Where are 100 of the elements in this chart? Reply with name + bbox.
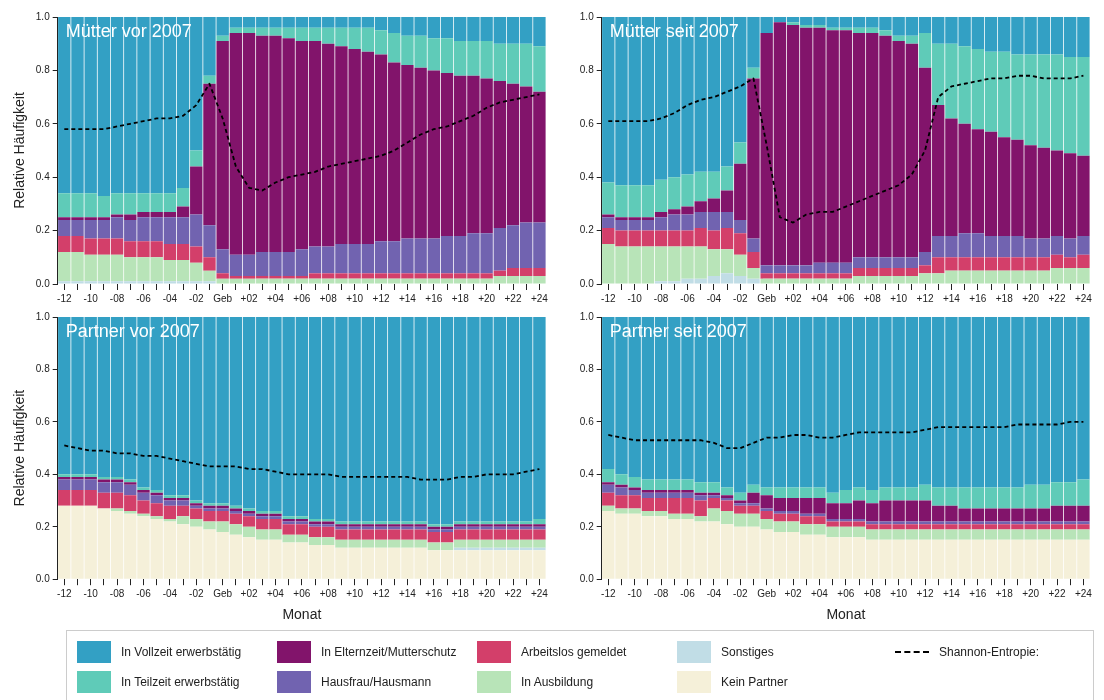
legend-label: In Elternzeit/Mutterschutz <box>321 645 457 659</box>
x-tick-label: +22 <box>1048 292 1066 304</box>
y-axis-title: Relative Häufigkeit <box>11 389 28 507</box>
y-tick-label: 0.8 <box>35 363 51 375</box>
y-tick-label: 1.0 <box>579 10 595 22</box>
x-tick-label: +06 <box>293 292 311 304</box>
x-tick-label: -10 <box>627 292 643 304</box>
x-tick-label: +12 <box>916 292 934 304</box>
bar <box>110 508 124 512</box>
x-tick-label: +02 <box>240 292 258 304</box>
x-axis-title: Monat <box>282 606 322 623</box>
legend-label: Kein Partner <box>721 675 788 689</box>
x-tick-label: -04 <box>706 587 722 599</box>
x-tick-label: -06 <box>680 587 696 599</box>
x-tick-label: -06 <box>136 292 152 304</box>
x-tick-label: -08 <box>653 292 669 304</box>
bar <box>760 508 773 512</box>
x-tick-label: -12 <box>601 292 616 304</box>
x-tick-label: -06 <box>680 292 696 304</box>
bar <box>786 22 800 26</box>
x-tick-label: -12 <box>57 587 72 599</box>
x-tick-label: +08 <box>319 292 338 304</box>
x-tick-label: +10 <box>346 292 364 304</box>
y-tick-label: 0.6 <box>579 415 595 427</box>
y-tick-label: 0.0 <box>579 572 595 584</box>
x-tick-label: +04 <box>266 292 285 304</box>
legend-label: In Ausbildung <box>521 675 594 689</box>
y-tick-label: 0.0 <box>35 277 51 289</box>
x-tick-label: +10 <box>890 292 908 304</box>
x-tick-label: +14 <box>398 587 417 599</box>
bar <box>124 511 137 514</box>
x-tick-label: +12 <box>916 587 934 599</box>
x-tick-label: +02 <box>240 587 258 599</box>
x-tick-label: +20 <box>478 587 496 599</box>
line-series <box>63 82 541 192</box>
x-tick-label: +10 <box>346 587 364 599</box>
x-tick-label: -10 <box>83 292 99 304</box>
bar <box>747 67 760 79</box>
x-tick-label: +04 <box>810 587 829 599</box>
x-tick-label: +14 <box>942 292 961 304</box>
bar <box>628 487 641 491</box>
y-tick-label: 0.4 <box>579 468 595 480</box>
y-tick-label: 0.8 <box>579 363 595 375</box>
y-tick-label: 0.2 <box>35 520 51 532</box>
bar <box>747 238 760 252</box>
x-tick-label: +18 <box>995 587 1014 599</box>
x-tick-label: +04 <box>810 292 829 304</box>
legend-label: Shannon-Entropie: <box>939 645 1040 659</box>
x-tick-label: +12 <box>372 292 390 304</box>
x-tick-label: -04 <box>706 292 722 304</box>
x-tick-label: +16 <box>969 587 987 599</box>
x-tick-label: +08 <box>863 587 882 599</box>
y-tick-label: 1.0 <box>35 10 51 22</box>
legend-label: Sonstiges <box>721 645 774 659</box>
legend-label: Hausfrau/Hausmann <box>321 675 432 689</box>
x-tick-label: -08 <box>109 292 125 304</box>
x-tick-label: -10 <box>83 587 99 599</box>
legend-label: In Vollzeit erwerbstätig <box>121 645 242 659</box>
line-series <box>63 444 541 481</box>
x-tick-label: +02 <box>784 292 802 304</box>
x-tick-label: +20 <box>478 292 496 304</box>
x-tick-label: +22 <box>504 587 522 599</box>
y-tick-label: 0.2 <box>579 224 595 236</box>
bar <box>734 142 747 164</box>
x-tick-label: -02 <box>189 292 204 304</box>
x-axis-title: Monat <box>826 606 866 623</box>
bar <box>150 516 163 519</box>
x-tick-label: +18 <box>451 587 470 599</box>
x-tick-label: -12 <box>601 587 616 599</box>
x-tick-label: +24 <box>530 292 549 304</box>
line-series <box>607 74 1085 224</box>
x-tick-label: Geb <box>213 292 233 304</box>
x-tick-label: +20 <box>1022 292 1040 304</box>
x-tick-label: -04 <box>162 292 178 304</box>
y-axis-title: Relative Häufigkeit <box>11 92 28 209</box>
x-tick-label: +18 <box>995 292 1014 304</box>
x-tick-label: +16 <box>425 587 443 599</box>
x-tick-label: +06 <box>293 587 311 599</box>
x-tick-label: Geb <box>757 587 777 599</box>
x-tick-label: -08 <box>109 587 125 599</box>
y-tick-label: 0.2 <box>579 520 595 532</box>
y-tick-label: 1.0 <box>35 310 51 322</box>
y-tick-label: 0.4 <box>35 170 51 182</box>
x-tick-label: +06 <box>837 292 855 304</box>
y-tick-label: 0.4 <box>35 468 51 480</box>
x-tick-label: +24 <box>530 587 549 599</box>
x-tick-label: +08 <box>319 587 338 599</box>
y-tick-label: 0.2 <box>35 224 51 236</box>
x-tick-label: +16 <box>425 292 443 304</box>
x-tick-label: Geb <box>757 292 777 304</box>
x-tick-label: -02 <box>733 587 748 599</box>
x-tick-label: -12 <box>57 292 72 304</box>
x-tick-label: +18 <box>451 292 470 304</box>
bar <box>190 150 203 167</box>
x-tick-label: +10 <box>890 587 908 599</box>
x-tick-label: +06 <box>837 587 855 599</box>
y-tick-label: 0.8 <box>579 64 595 76</box>
y-tick-label: 0.0 <box>35 572 51 584</box>
x-tick-label: -06 <box>136 587 152 599</box>
bar <box>216 35 229 42</box>
